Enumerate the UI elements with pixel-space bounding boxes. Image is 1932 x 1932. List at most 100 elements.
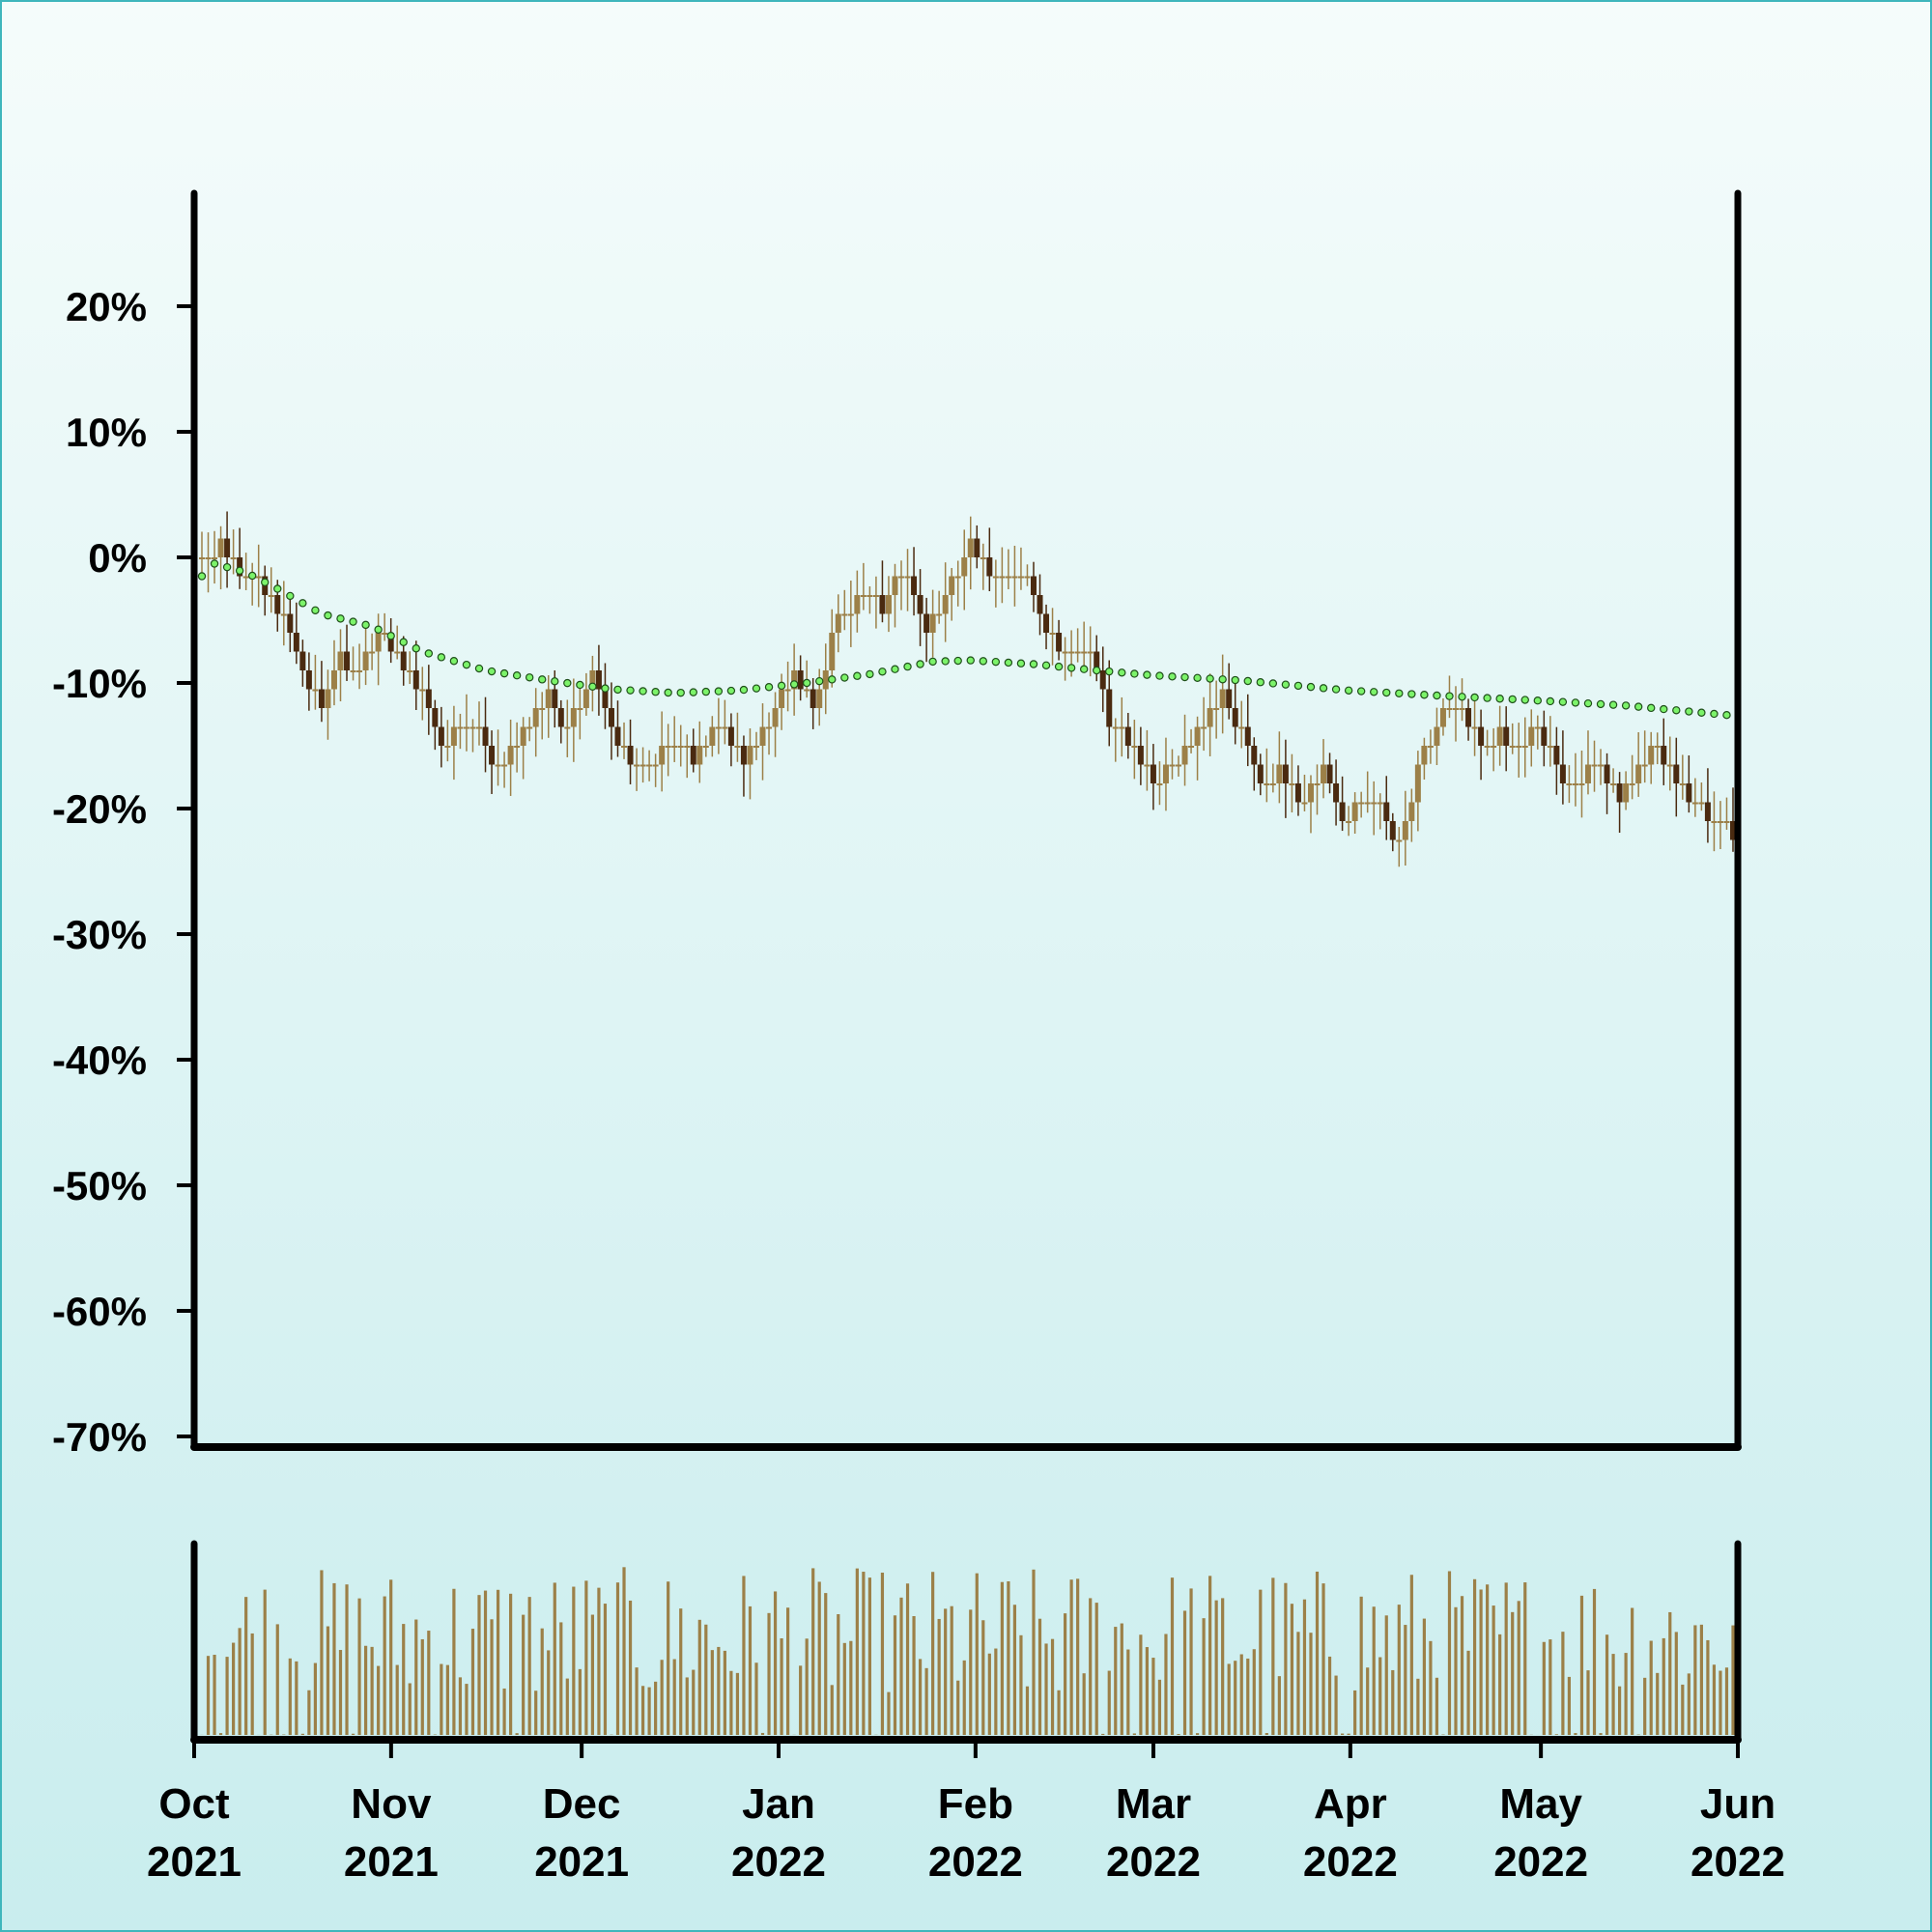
volume-bar bbox=[515, 1733, 519, 1735]
candle-body bbox=[999, 576, 1006, 579]
volume-bar bbox=[742, 1576, 746, 1735]
moving-average-point bbox=[1331, 685, 1341, 694]
candle-body bbox=[1119, 726, 1125, 729]
moving-average-point bbox=[576, 680, 584, 690]
candle-body bbox=[1181, 746, 1188, 765]
candle-body bbox=[1087, 651, 1094, 654]
moving-average-point bbox=[1118, 668, 1126, 677]
candle-body bbox=[1333, 783, 1340, 803]
volume-bar bbox=[1523, 1582, 1527, 1735]
moving-average-point bbox=[1710, 709, 1719, 719]
volume-bar bbox=[313, 1662, 318, 1735]
candle-body bbox=[1371, 802, 1378, 805]
y-tick-label: -20% bbox=[52, 786, 147, 832]
volume-bar bbox=[842, 1642, 846, 1735]
moving-average-point bbox=[714, 687, 724, 696]
candle-body bbox=[205, 557, 212, 559]
volume-bar bbox=[1151, 1658, 1155, 1735]
volume-bar bbox=[640, 1686, 645, 1735]
volume-bar bbox=[855, 1568, 859, 1735]
moving-average-point bbox=[664, 688, 672, 697]
moving-average-point bbox=[802, 678, 811, 688]
volume-bar bbox=[1271, 1577, 1275, 1735]
candle-body bbox=[614, 726, 621, 746]
volume-bar bbox=[351, 1733, 355, 1735]
candle-body bbox=[734, 746, 741, 748]
candle-body bbox=[1610, 783, 1617, 785]
moving-average-point bbox=[726, 686, 736, 696]
candle-body bbox=[684, 746, 691, 748]
candle-body bbox=[1213, 708, 1220, 710]
candle-body bbox=[1414, 764, 1421, 803]
volume-bar bbox=[452, 1588, 456, 1735]
candle-body bbox=[375, 633, 382, 652]
candle-body bbox=[816, 689, 823, 708]
candle-body bbox=[1698, 802, 1705, 805]
volume-bar bbox=[1094, 1603, 1098, 1735]
candle-body bbox=[1162, 764, 1169, 783]
candle-body bbox=[1156, 783, 1163, 785]
candle-body bbox=[382, 633, 388, 635]
moving-average-point bbox=[878, 668, 887, 676]
candle-body bbox=[1389, 821, 1396, 840]
moving-average-point bbox=[1458, 693, 1466, 701]
x-tick-label-month: Feb bbox=[938, 1780, 1013, 1828]
moving-average-point bbox=[764, 683, 774, 692]
volume-bar bbox=[300, 1733, 304, 1735]
candle-body bbox=[1251, 746, 1258, 765]
candle-body bbox=[312, 689, 319, 692]
moving-average-point bbox=[374, 625, 383, 634]
x-tick-label-year: 2022 bbox=[1106, 1838, 1201, 1886]
moving-average-point bbox=[1143, 670, 1151, 679]
volume-bar bbox=[950, 1605, 953, 1735]
volume-bar bbox=[1724, 1667, 1729, 1735]
candle-body bbox=[740, 746, 747, 765]
volume-bar bbox=[275, 1624, 279, 1735]
candle-body bbox=[1648, 746, 1655, 765]
volume-bar bbox=[295, 1661, 298, 1735]
candle-body bbox=[791, 670, 798, 690]
candle-body bbox=[330, 670, 337, 690]
candle-body bbox=[835, 613, 841, 633]
candle-body bbox=[495, 764, 501, 767]
volume-bar bbox=[1139, 1634, 1143, 1735]
candle-body bbox=[1465, 708, 1472, 727]
candle-body bbox=[1496, 726, 1503, 746]
candle-body bbox=[747, 746, 753, 765]
volume-bar bbox=[1624, 1653, 1628, 1735]
candle-body bbox=[1528, 726, 1535, 746]
candle-body bbox=[1201, 726, 1208, 729]
candle-body bbox=[1269, 783, 1276, 785]
candle-body bbox=[608, 708, 614, 727]
moving-average-point bbox=[1685, 707, 1693, 716]
volume-bar bbox=[1378, 1657, 1382, 1735]
moving-average-point bbox=[551, 677, 559, 686]
volume-bar bbox=[647, 1687, 651, 1735]
candle-body bbox=[1144, 764, 1151, 767]
candle-body bbox=[1623, 783, 1630, 803]
candle-body bbox=[1704, 802, 1711, 821]
candle-body bbox=[949, 576, 955, 595]
candle-body bbox=[1176, 764, 1182, 767]
volume-bar bbox=[534, 1690, 538, 1735]
volume-bar bbox=[969, 1609, 973, 1735]
candle-body bbox=[1604, 764, 1610, 783]
volume-bar bbox=[420, 1638, 424, 1735]
volume-bar bbox=[1693, 1625, 1697, 1735]
candle-body bbox=[1289, 783, 1295, 785]
candle-body bbox=[1377, 802, 1383, 805]
candle-body bbox=[1062, 651, 1068, 654]
candle-body bbox=[847, 613, 854, 616]
volume-bar bbox=[320, 1570, 324, 1735]
candle-body bbox=[199, 557, 205, 559]
candle-body bbox=[501, 764, 508, 767]
volume-bar bbox=[383, 1596, 386, 1735]
volume-bar bbox=[748, 1605, 753, 1735]
candle-body bbox=[1276, 764, 1283, 783]
volume-bar bbox=[1234, 1661, 1237, 1735]
moving-average-point bbox=[1672, 706, 1681, 715]
candle-body bbox=[1282, 764, 1289, 783]
candle-body bbox=[639, 764, 646, 767]
y-tick-label: -40% bbox=[52, 1037, 147, 1083]
moving-average-point bbox=[1634, 702, 1643, 711]
